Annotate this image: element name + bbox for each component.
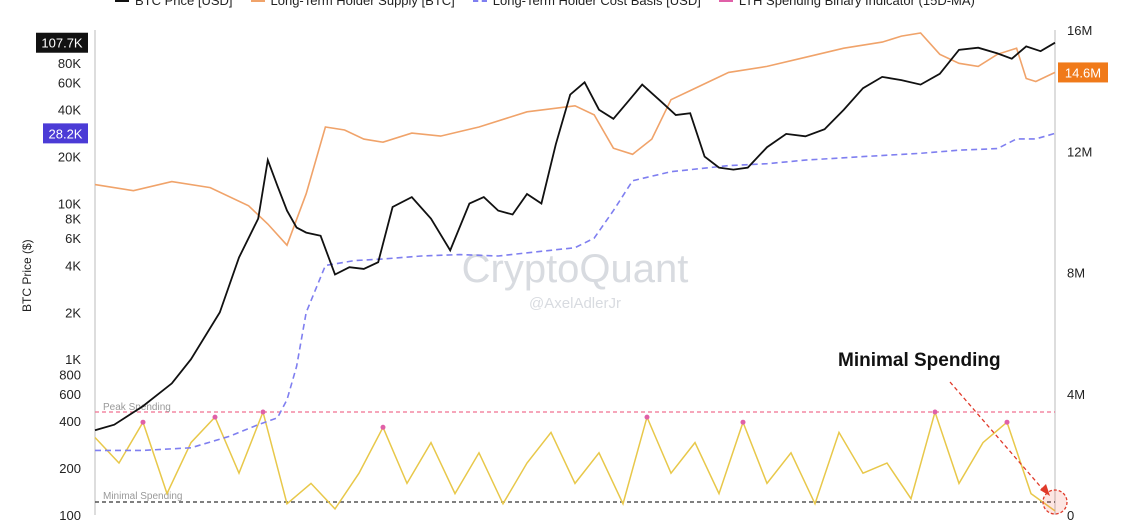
y-left-tick-label: 100 bbox=[59, 508, 81, 523]
minimal-spending-label: Minimal Spending bbox=[103, 491, 183, 502]
legend-swatch bbox=[250, 0, 265, 2]
y-right-tick-label: 0 bbox=[1067, 508, 1074, 523]
series-line-lth-spending bbox=[94, 409, 1056, 512]
watermark-handle: @AxelAdlerJr bbox=[529, 295, 621, 312]
peak-spending-mark bbox=[932, 409, 938, 415]
series-line-btc-price bbox=[94, 41, 1056, 432]
y-right-tick-label: 12M bbox=[1067, 144, 1092, 159]
badge-bg bbox=[1058, 62, 1108, 83]
legend-item-btc-price: BTC Price [USD] bbox=[115, 0, 233, 8]
legend-swatch bbox=[718, 0, 733, 2]
legend-item-cost-basis: Long-Term Holder Cost Basis [USD] bbox=[472, 0, 701, 8]
y-left-tick-label: 400 bbox=[59, 414, 81, 429]
y-left-tick-label: 600 bbox=[59, 387, 81, 402]
peak-spending-mark bbox=[212, 414, 218, 420]
legend-item-lth-supply: Long-Term Holder Supply [BTC] bbox=[250, 0, 455, 8]
series-line-cost-basis bbox=[95, 132, 1056, 452]
lth-supply-badge: 14.6M bbox=[1058, 62, 1108, 83]
legend-item-lth-spending: LTH Spending Binary Indicator (15D-MA) bbox=[718, 0, 975, 8]
peak-spending-mark bbox=[1004, 419, 1010, 425]
y-left-tick-label: 80K bbox=[58, 56, 81, 71]
peak-spending-mark bbox=[260, 409, 266, 415]
peak-spending-mark bbox=[644, 414, 650, 420]
callout-circle bbox=[1042, 489, 1068, 515]
badge-label: 14.6M bbox=[1065, 65, 1101, 80]
peak-spending-label: Peak Spending bbox=[103, 402, 171, 413]
legend-label: LTH Spending Binary Indicator (15D-MA) bbox=[738, 0, 975, 8]
y-right-tick-label: 4M bbox=[1067, 387, 1085, 402]
legend-label: Long-Term Holder Supply [BTC] bbox=[270, 0, 455, 8]
badge-label: 28.2K bbox=[49, 126, 83, 141]
legend-label: Long-Term Holder Cost Basis [USD] bbox=[492, 0, 701, 8]
legend-swatch bbox=[115, 0, 129, 2]
y-left-tick-label: 40K bbox=[58, 103, 81, 118]
y-left-tick-label: 800 bbox=[59, 367, 81, 382]
y-left-tick-label: 10K bbox=[58, 196, 81, 211]
y-left-tick-label: 8K bbox=[65, 212, 81, 227]
peak-spending-mark bbox=[740, 419, 746, 425]
badge-bg bbox=[43, 123, 88, 144]
minimal-spending-callout: Minimal Spending bbox=[838, 350, 1001, 371]
series-line-lth-supply bbox=[94, 32, 1056, 247]
legend-swatch bbox=[472, 0, 487, 2]
peak-spending-mark bbox=[380, 424, 386, 430]
y-left-tick-label: 60K bbox=[58, 75, 81, 90]
callout-arrow-line bbox=[949, 381, 1047, 494]
y-left-tick-label: 6K bbox=[65, 231, 81, 246]
legend-label: BTC Price [USD] bbox=[135, 0, 233, 8]
y-left-tick-label: 4K bbox=[65, 258, 81, 273]
watermark-text: CryptoQuant bbox=[462, 247, 689, 291]
y-left-tick-label: 1K bbox=[65, 352, 81, 367]
y-right-tick-label: 8M bbox=[1067, 266, 1085, 281]
y-left-tick-label: 2K bbox=[65, 305, 81, 320]
badge-label: 107.7K bbox=[41, 36, 83, 51]
legend: BTC Price [USD] Long-Term Holder Supply … bbox=[115, 0, 975, 8]
y-right-tick-label: 16M bbox=[1067, 23, 1092, 38]
cost-basis-badge: 28.2K bbox=[43, 123, 88, 144]
btc-price-badge: 107.7K bbox=[36, 32, 88, 53]
peak-spending-mark bbox=[140, 419, 146, 425]
y-left-tick-label: 20K bbox=[58, 150, 81, 165]
y-left-tick-label: 200 bbox=[59, 461, 81, 476]
badge-bg bbox=[36, 32, 88, 53]
